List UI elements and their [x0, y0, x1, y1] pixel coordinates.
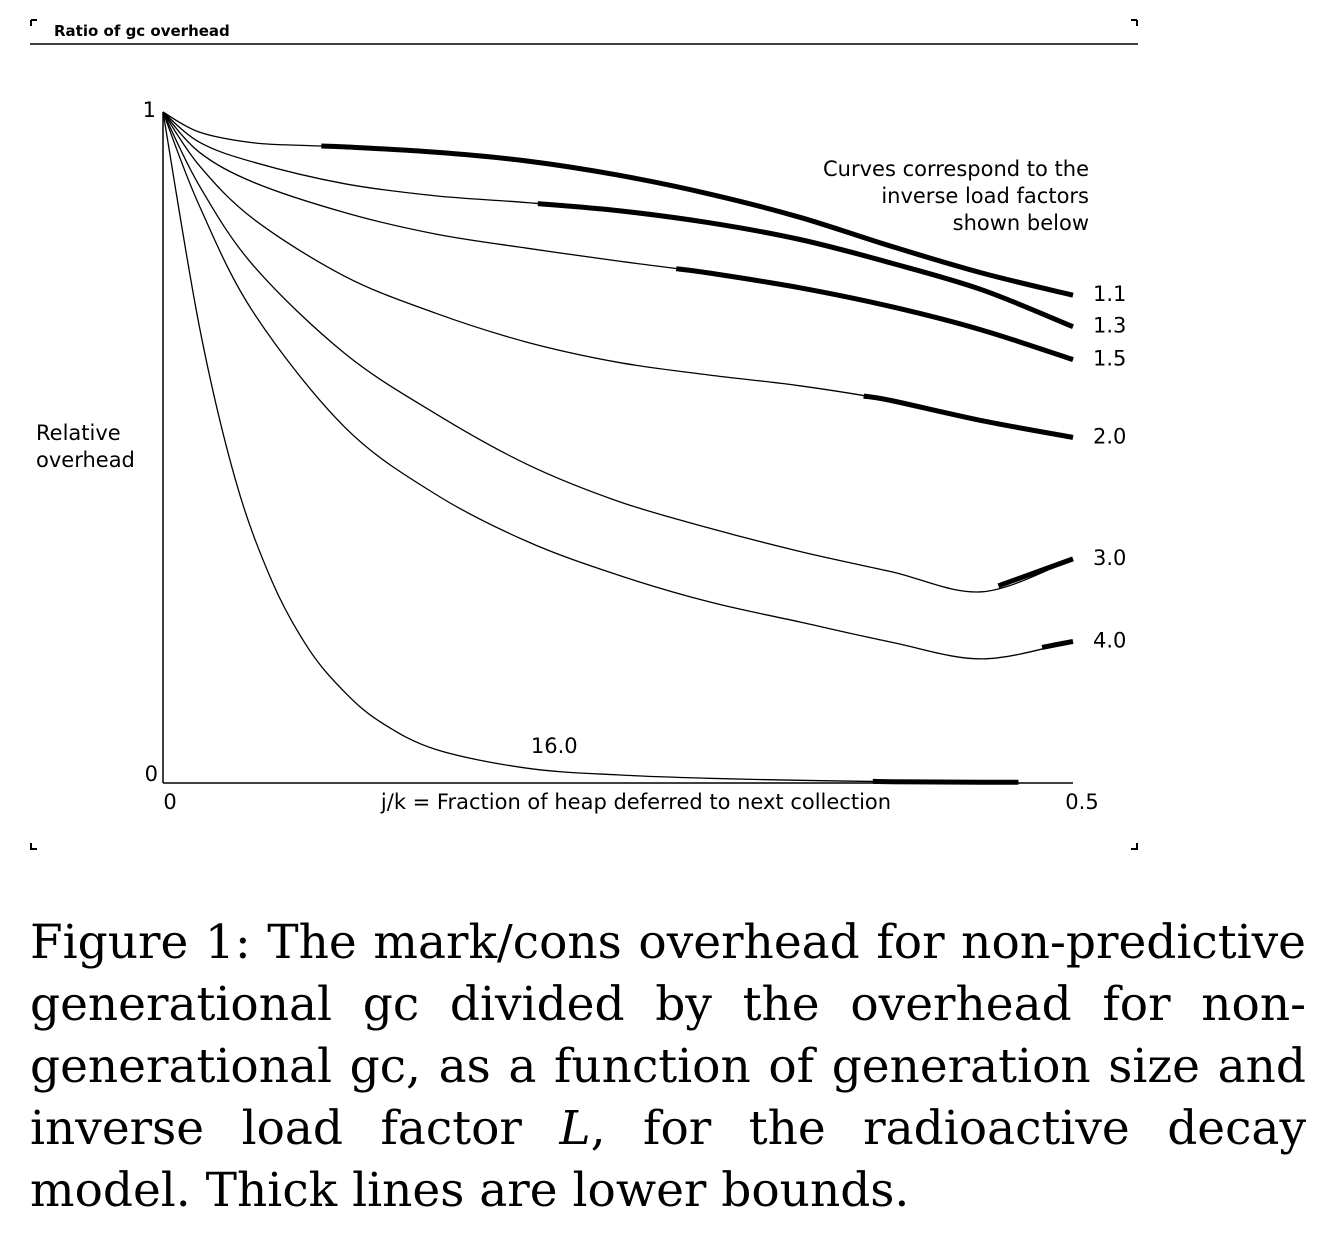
y-tick-label-min: 0 — [145, 762, 158, 786]
series-4-0: 4.0 — [162, 111, 1126, 660]
corner-mark-bottom-right — [1131, 843, 1138, 850]
series-label: 3.0 — [1093, 546, 1126, 570]
lower-bound-segment — [675, 266, 1074, 362]
series-line — [162, 111, 1074, 593]
series-1-3: 1.3 — [162, 111, 1126, 338]
x-axis-label: j/k = Fraction of heap deferred to next … — [380, 790, 891, 814]
lower-bound-segment — [997, 556, 1074, 589]
caption-lead: Figure 1: The mark/cons overhead for non… — [30, 915, 1306, 1156]
caption-tail: , for the radioactive decay model. Thick… — [30, 1101, 1306, 1218]
window-title: Ratio of gc overhead — [54, 22, 230, 40]
series-label: 2.0 — [1093, 424, 1126, 448]
series-label: 4.0 — [1093, 628, 1126, 652]
series-2-0: 2.0 — [162, 111, 1126, 448]
lower-bound-segment — [863, 393, 1074, 440]
figure-caption: Figure 1: The mark/cons overhead for non… — [30, 912, 1306, 1222]
y-tick-label-max: 1 — [143, 98, 156, 122]
corner-mark-top-left — [30, 19, 37, 26]
series-label: 1.5 — [1093, 347, 1126, 371]
series-label: 1.3 — [1093, 314, 1126, 338]
series-3-0: 3.0 — [162, 111, 1126, 593]
y-axis-label: Relative overhead — [36, 421, 135, 472]
series-layer: 1.1 1.3 1.5 2.0 3.0 4.0 16.0 — [162, 111, 1126, 785]
x-tick-label-min: 0 — [163, 790, 176, 814]
chart-annotation: Curves correspond to the inverse load fac… — [823, 157, 1089, 235]
lower-bound-segment — [872, 778, 1019, 785]
lower-bound-segment — [1041, 638, 1074, 650]
chart-figure: Ratio of gc overhead 1 0 0 0.5 j/k = Fra… — [30, 19, 1138, 850]
series-1-5: 1.5 — [162, 111, 1126, 371]
series-1-1: 1.1 — [162, 111, 1126, 306]
series-line — [162, 111, 1074, 328]
x-tick-label-max: 0.5 — [1065, 790, 1098, 814]
series-label: 16.0 — [531, 734, 578, 758]
series-line — [162, 111, 1074, 660]
series-label: 1.1 — [1093, 282, 1126, 306]
line-chart: Ratio of gc overhead 1 0 0 0.5 j/k = Fra… — [30, 19, 1138, 850]
lower-bound-segment — [537, 201, 1074, 330]
corner-mark-top-right — [1131, 19, 1138, 26]
caption-variable: L — [559, 1101, 591, 1156]
series-line — [162, 111, 1019, 783]
lower-bound-segment — [321, 143, 1074, 298]
series-16-0: 16.0 — [162, 111, 1019, 785]
corner-mark-bottom-left — [30, 843, 37, 850]
series-line — [162, 111, 1074, 361]
